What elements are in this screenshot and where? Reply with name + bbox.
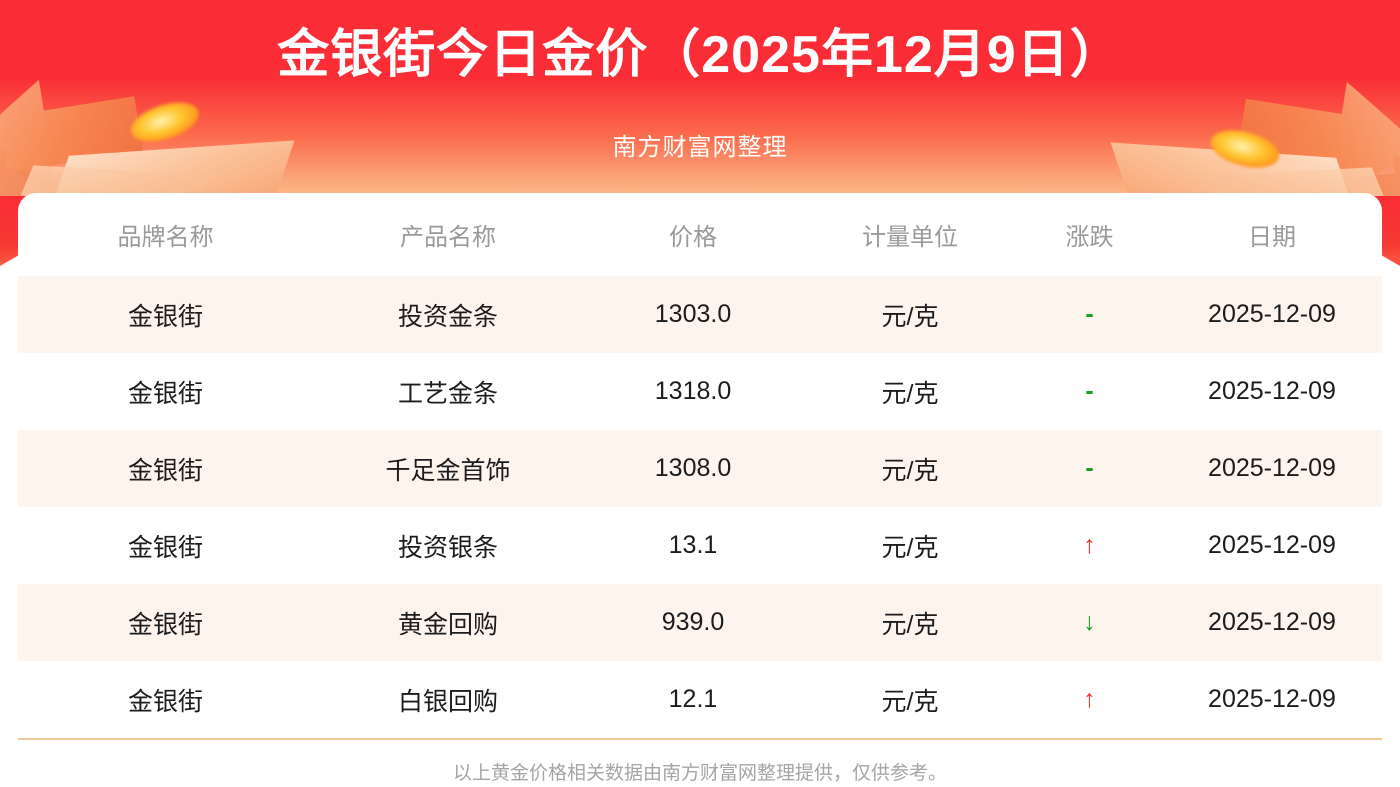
change-indicator-flat-icon: -: [1085, 377, 1094, 405]
cell-unit: 元/克: [881, 302, 939, 331]
table-row: 金银街 千足金首饰 1308.0 元/克 - 2025-12-09: [18, 430, 1382, 507]
column-header-price: 价格: [669, 224, 717, 251]
column-header-date: 日期: [1248, 224, 1296, 251]
cell-product: 千足金首饰: [385, 456, 511, 485]
cell-change: ↑: [1017, 507, 1162, 584]
cell-change: ↓: [1017, 584, 1162, 661]
cell-unit: 元/克: [881, 533, 939, 562]
change-indicator-down-icon: ↓: [1083, 608, 1096, 636]
cell-change: -: [1017, 353, 1162, 430]
page-banner: 金银街今日金价（2025年12月9日） 南方财富网整理: [0, 0, 1400, 200]
cell-brand: 金银街: [127, 687, 203, 716]
table-header-row: 品牌名称 产品名称 价格 计量单位 涨跌 日期: [18, 193, 1382, 276]
cell-change: -: [1017, 276, 1162, 353]
table-row: 金银街 投资银条 13.1 元/克 ↑ 2025-12-09: [18, 507, 1382, 584]
cell-product: 投资银条: [397, 533, 498, 562]
cell-price: 13.1: [668, 531, 718, 559]
cell-price: 12.1: [668, 685, 718, 713]
table-row: 金银街 白银回购 12.1 元/克 ↑ 2025-12-09: [18, 661, 1382, 738]
cell-unit: 元/克: [881, 456, 939, 485]
change-indicator-flat-icon: -: [1085, 300, 1094, 328]
cell-date: 2025-12-09: [1208, 454, 1336, 482]
cell-date: 2025-12-09: [1208, 377, 1336, 405]
column-header-unit: 计量单位: [862, 224, 958, 251]
cell-brand: 金银街: [127, 379, 203, 408]
page-title: 金银街今日金价（2025年12月9日）: [277, 26, 1123, 84]
cell-brand: 金银街: [127, 610, 203, 639]
cell-date: 2025-12-09: [1208, 531, 1336, 559]
table-header: 品牌名称 产品名称 价格 计量单位 涨跌 日期: [18, 193, 1382, 276]
cell-change: ↑: [1017, 661, 1162, 738]
column-header-product: 产品名称: [400, 224, 496, 251]
cell-product: 投资金条: [397, 302, 498, 331]
cell-brand: 金银街: [127, 533, 203, 562]
change-indicator-flat-icon: -: [1085, 454, 1094, 482]
cell-date: 2025-12-09: [1208, 685, 1336, 713]
cell-date: 2025-12-09: [1208, 608, 1336, 636]
cell-date: 2025-12-09: [1208, 300, 1336, 328]
cell-price: 939.0: [661, 608, 725, 636]
footer-divider: [18, 738, 1382, 740]
price-table-card: 南方财富网 Southmoney.com 品牌名称 产品名称 价格 计量单位 涨…: [18, 193, 1382, 787]
cell-change: -: [1017, 430, 1162, 507]
change-indicator-up-icon: ↑: [1083, 685, 1096, 713]
cell-brand: 金银街: [127, 302, 203, 331]
table-row: 金银街 投资金条 1303.0 元/克 - 2025-12-09: [18, 276, 1382, 353]
table-body: 金银街 投资金条 1303.0 元/克 -2025-12-09 金银街 工艺金条 1318.0…: [18, 276, 1382, 738]
table-row: 金银街 工艺金条 1318.0 元/克 - 2025-12-09: [18, 353, 1382, 430]
cell-product: 黄金回购: [397, 610, 498, 639]
cell-brand: 金银街: [127, 456, 203, 485]
cell-product: 工艺金条: [397, 379, 498, 408]
cell-price: 1303.0: [654, 300, 732, 328]
page-subtitle: 南方财富网整理: [612, 134, 788, 161]
column-header-change: 涨跌: [1065, 224, 1114, 251]
column-header-brand: 品牌名称: [117, 224, 214, 251]
change-indicator-up-icon: ↑: [1083, 531, 1096, 559]
table-row: 金银街 黄金回购 939.0 元/克 ↓ 2025-12-09: [18, 584, 1382, 661]
cell-unit: 元/克: [881, 379, 939, 408]
gold-price-table: 品牌名称 产品名称 价格 计量单位 涨跌 日期 金银街 投资金条 1303.0 元/克…: [18, 193, 1382, 738]
footer-note: 以上黄金价格相关数据由南方财富网整理提供，仅供参考。: [452, 763, 947, 784]
cell-unit: 元/克: [881, 687, 939, 716]
cell-unit: 元/克: [881, 610, 939, 639]
cell-price: 1318.0: [654, 377, 732, 405]
cell-price: 1308.0: [654, 454, 732, 482]
cell-product: 白银回购: [397, 687, 498, 716]
